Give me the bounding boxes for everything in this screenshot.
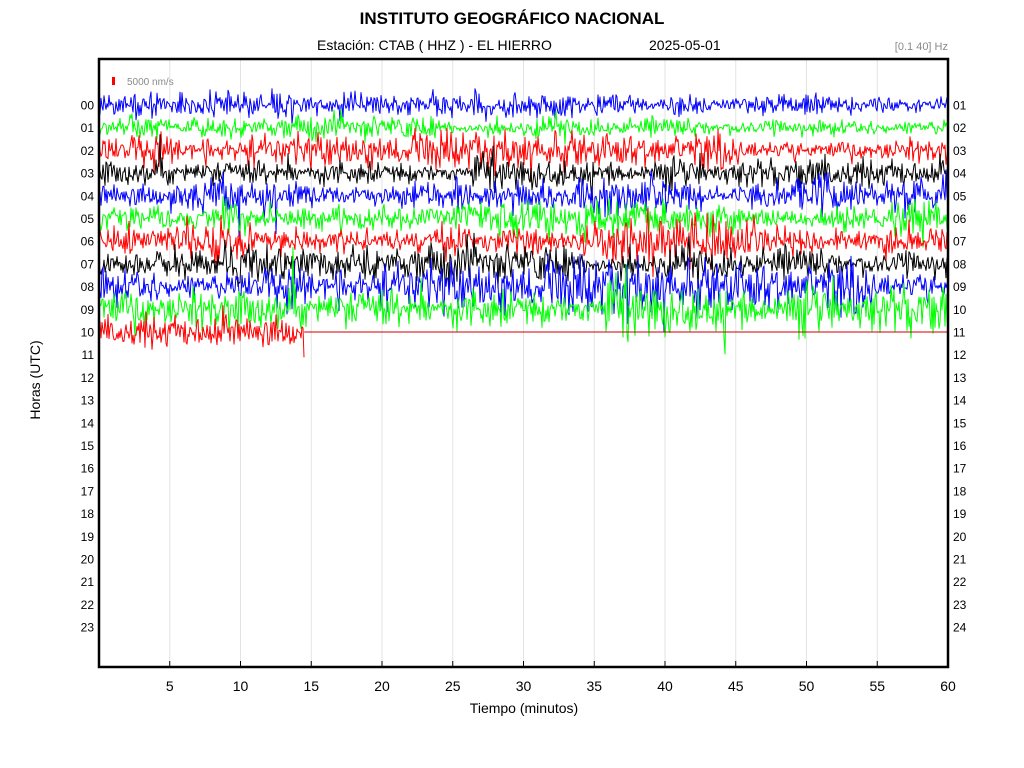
- left-hour-label: 11: [82, 348, 95, 362]
- right-hour-label: 01: [953, 99, 967, 113]
- right-hour-label: 06: [953, 212, 967, 226]
- right-hour-label: 13: [953, 371, 967, 385]
- trace-hour-06: [98, 207, 949, 278]
- scale-bar-mark: [112, 77, 115, 85]
- right-hour-label: 02: [953, 121, 967, 135]
- right-hour-label: 24: [953, 621, 967, 635]
- trace-hour-09: [98, 247, 949, 355]
- tick-labels: 00 01 02 03 04 05 06 07 08 09 10 11 12 13 14 15 16 17 18 19…: [81, 99, 967, 695]
- right-hour-label: 19: [953, 507, 967, 521]
- x-axis-label: Tiempo (minutos): [469, 700, 579, 716]
- left-hour-label: 10: [81, 326, 95, 340]
- left-hour-label: 03: [81, 167, 95, 181]
- right-hour-label: 20: [953, 530, 967, 544]
- trace-hour-05: [98, 196, 949, 248]
- left-hour-label: 14: [81, 416, 95, 430]
- x-tick-label: 20: [374, 678, 390, 694]
- left-hour-label: 02: [81, 144, 95, 158]
- right-hour-label: 10: [953, 303, 967, 317]
- right-hour-label: 23: [953, 598, 967, 612]
- x-tick-label: 5: [166, 678, 174, 694]
- right-hour-label: 11: [953, 326, 966, 340]
- trace-hour-03: [98, 134, 949, 201]
- left-hour-label: 15: [81, 439, 95, 453]
- station-label: Estación: CTAB ( HHZ ) - EL HIERRO: [317, 37, 552, 53]
- left-hour-label: 04: [81, 189, 95, 203]
- scale-bar-label: 5000 nm/s: [127, 77, 174, 88]
- filter-band-label: [0.1 40] Hz: [894, 41, 948, 53]
- date-label: 2025-05-01: [649, 37, 721, 53]
- left-hour-label: 16: [81, 462, 95, 476]
- left-hour-label: 17: [81, 484, 95, 498]
- left-hour-label: 07: [81, 257, 95, 271]
- right-hour-label: 03: [953, 144, 967, 158]
- trace-hour-00: [98, 88, 949, 125]
- left-hour-label: 01: [81, 121, 95, 135]
- left-hour-label: 12: [81, 371, 95, 385]
- trace-hour-04: [98, 169, 949, 237]
- left-hour-label: 13: [81, 394, 95, 408]
- right-hour-label: 16: [953, 439, 967, 453]
- right-hour-label: 22: [953, 575, 967, 589]
- left-hour-label: 18: [81, 507, 95, 521]
- x-tick-label: 60: [940, 678, 956, 694]
- chart-title: INSTITUTO GEOGRÁFICO NACIONAL: [359, 9, 665, 28]
- x-tick-label: 50: [799, 678, 815, 694]
- left-hour-label: 22: [81, 598, 95, 612]
- x-tick-label: 10: [233, 678, 249, 694]
- left-hour-label: 21: [81, 575, 95, 589]
- right-hour-label: 04: [953, 167, 967, 181]
- left-hour-label: 23: [81, 621, 95, 635]
- right-hour-label: 05: [953, 189, 967, 203]
- x-tick-label: 55: [869, 678, 885, 694]
- left-hour-label: 19: [81, 530, 95, 544]
- trace-hour-01: [98, 108, 949, 145]
- right-hour-label: 08: [953, 257, 967, 271]
- left-hour-label: 05: [81, 212, 95, 226]
- x-tick-label: 15: [303, 678, 319, 694]
- scale-bar: 5000 nm/s: [112, 77, 174, 88]
- right-hour-label: 17: [953, 462, 967, 476]
- x-tick-label: 25: [445, 678, 461, 694]
- right-hour-label: 07: [953, 235, 967, 249]
- trace-hour-10: [98, 305, 305, 358]
- left-hour-label: 09: [81, 303, 95, 317]
- right-hour-label: 21: [953, 553, 967, 567]
- left-hour-label: 06: [81, 235, 95, 249]
- x-tick-label: 30: [516, 678, 532, 694]
- x-tick-label: 40: [657, 678, 673, 694]
- right-hour-label: 18: [953, 484, 967, 498]
- right-hour-label: 09: [953, 280, 967, 294]
- x-tick-label: 45: [728, 678, 744, 694]
- trace-hour-02: [98, 127, 949, 182]
- right-hour-label: 15: [953, 416, 967, 430]
- left-hour-label: 08: [81, 280, 95, 294]
- right-hour-label: 14: [953, 394, 967, 408]
- x-tick-label: 35: [586, 678, 602, 694]
- left-hour-label: 00: [81, 99, 95, 113]
- trace-hour-07: [98, 232, 949, 292]
- left-hour-label: 20: [81, 553, 95, 567]
- traces-group: [98, 88, 949, 358]
- right-hour-label: 12: [953, 348, 967, 362]
